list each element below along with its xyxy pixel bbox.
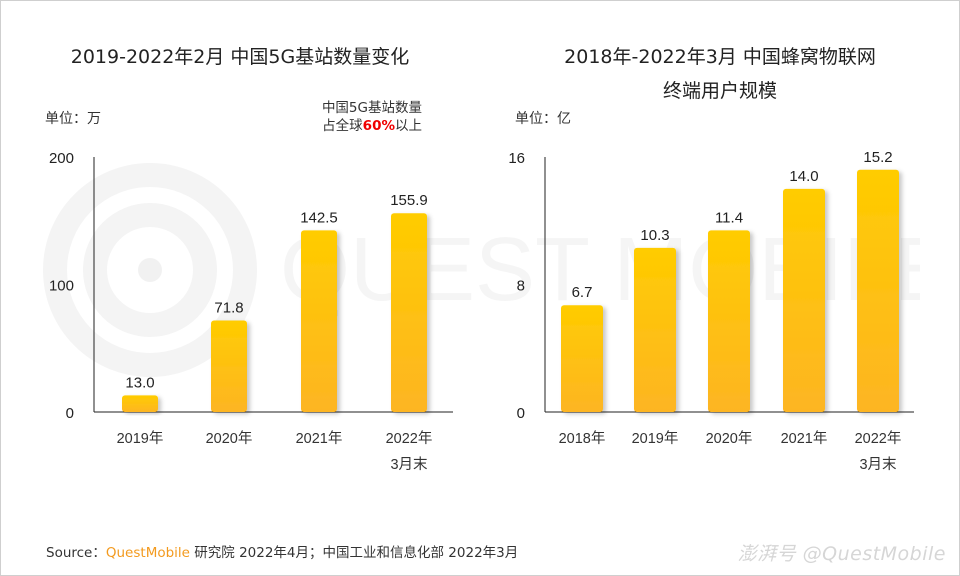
left-unit-label: 单位：万 <box>45 111 101 127</box>
right-chart-title-line1: 2018年-2022年3月 中国蜂窝物联网 <box>564 46 876 68</box>
bar-value-label: 15.2 <box>863 149 892 166</box>
callout-prefix: 占全球 <box>322 118 363 134</box>
bar <box>708 230 750 412</box>
bar-value-label: 13.0 <box>125 374 154 391</box>
source-footnote: Source：QuestMobile 研究院 2022年4月；中国工业和信息化部… <box>46 541 518 561</box>
bar <box>211 320 247 412</box>
callout-line1: 中国5G基站数量 <box>321 100 422 116</box>
callout-highlight: 60% <box>362 118 395 134</box>
x-tick-label: 2022年 <box>855 430 902 447</box>
right-unit-label: 单位：亿 <box>515 111 571 127</box>
x-tick-label: 2019年 <box>632 430 679 447</box>
source-brand: QuestMobile <box>105 545 190 561</box>
bar-value-label: 155.9 <box>390 192 428 209</box>
bar-value-label: 11.4 <box>715 209 743 226</box>
bar-value-label: 10.3 <box>640 227 669 244</box>
bar <box>857 169 899 412</box>
x-tick-label: 2021年 <box>296 430 343 447</box>
left-chart-title: 2019-2022年2月 中国5G基站数量变化 <box>70 46 410 68</box>
bar <box>561 305 603 412</box>
source-label: Source： <box>46 545 106 561</box>
y-tick-label: 0 <box>66 405 74 422</box>
bar <box>391 213 427 412</box>
bar-value-label: 142.5 <box>300 209 338 226</box>
right-chart-title-line2: 终端用户规模 <box>662 80 777 102</box>
bar <box>122 395 158 412</box>
callout-line2: 占全球60%以上 <box>322 117 422 135</box>
y-tick-label: 100 <box>49 278 74 295</box>
bar-value-label: 6.7 <box>572 284 593 301</box>
x-tick-label: 3月末 <box>859 456 897 473</box>
x-tick-label: 3月末 <box>390 456 428 473</box>
bar <box>301 230 337 412</box>
x-tick-label: 2020年 <box>706 430 753 447</box>
x-tick-label: 2021年 <box>781 430 828 447</box>
source-detail: 研究院 2022年4月；中国工业和信息化部 2022年3月 <box>189 545 519 561</box>
x-tick-label: 2020年 <box>206 430 253 447</box>
x-tick-label: 2022年 <box>386 430 433 447</box>
y-tick-label: 8 <box>517 278 525 295</box>
left-callout-note: 中国5G基站数量 占全球60%以上 <box>322 99 422 135</box>
bar-value-label: 71.8 <box>214 299 243 316</box>
callout-suffix: 以上 <box>395 118 422 134</box>
x-tick-label: 2019年 <box>117 430 164 447</box>
y-tick-label: 200 <box>49 150 74 167</box>
bar <box>783 188 825 412</box>
bar-value-label: 14.0 <box>789 168 818 185</box>
bar <box>634 247 676 412</box>
footer-watermark: 澎湃号 @QuestMobile <box>737 543 946 565</box>
y-tick-label: 0 <box>517 405 525 422</box>
y-tick-label: 16 <box>508 150 525 167</box>
x-tick-label: 2018年 <box>559 430 606 447</box>
